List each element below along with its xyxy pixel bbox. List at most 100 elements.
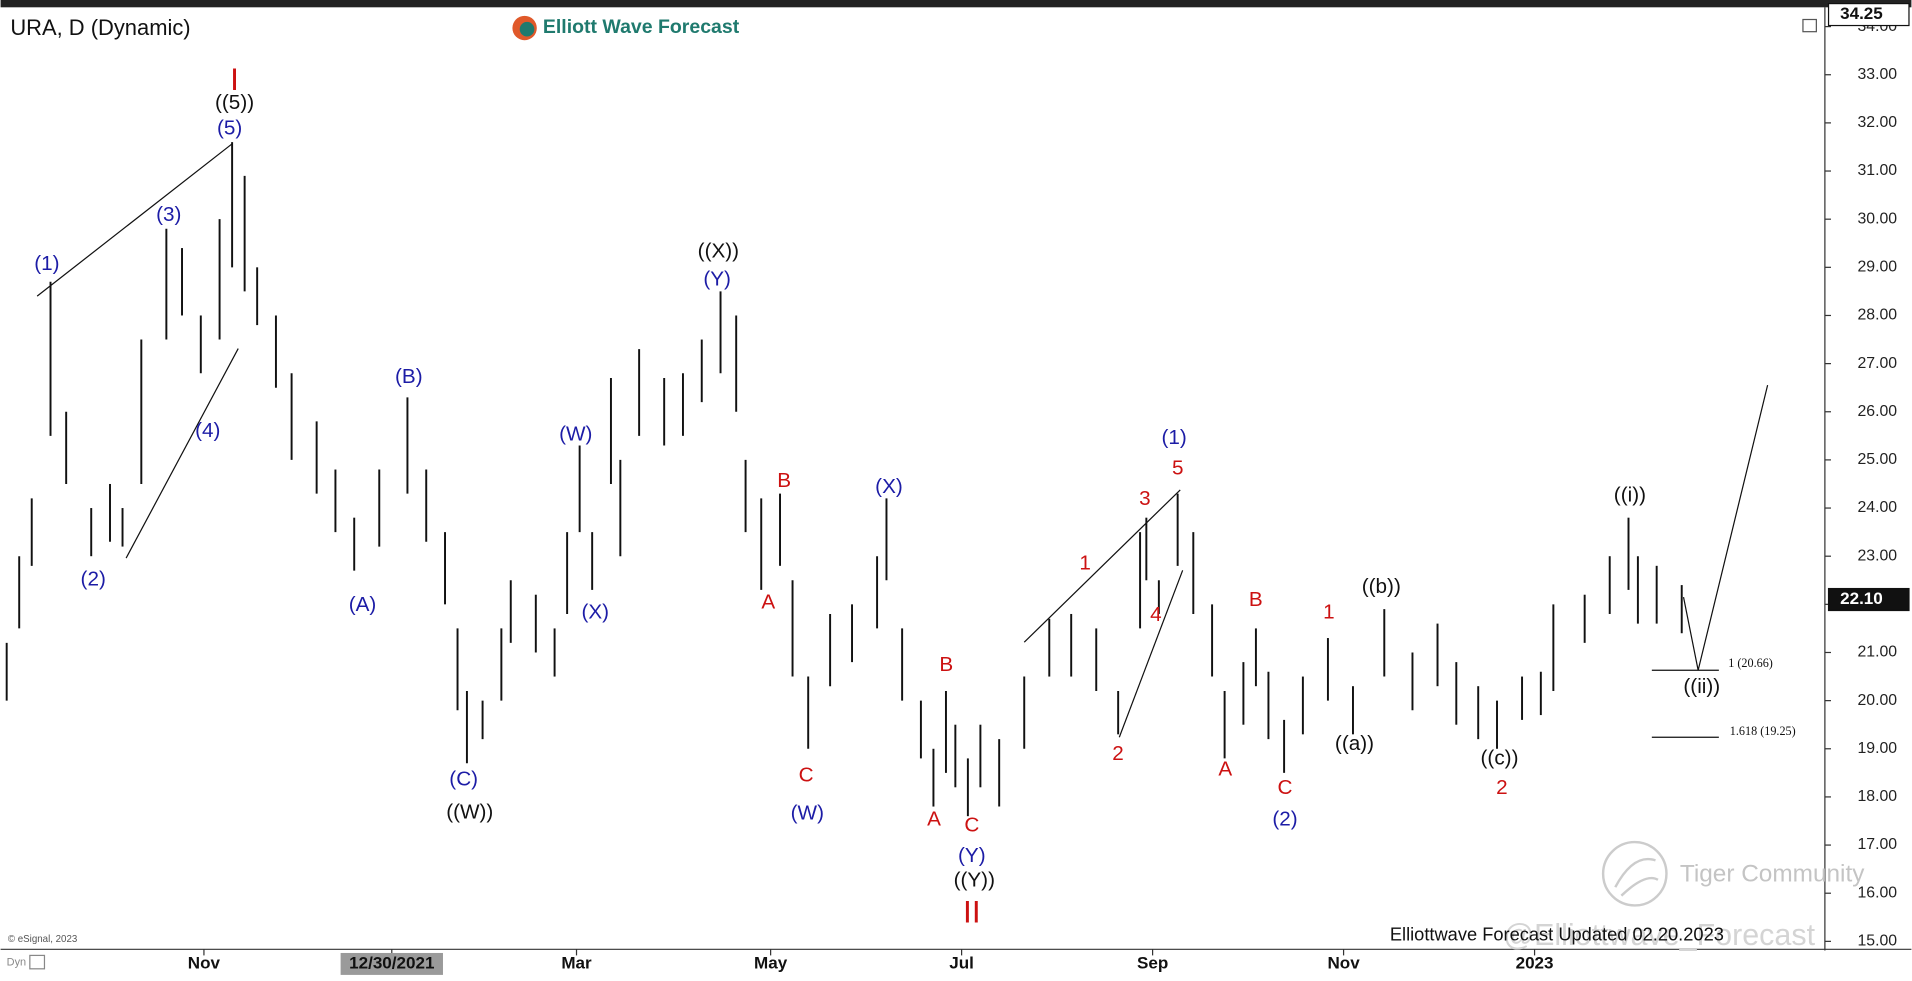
trend-line: [125, 348, 239, 559]
wave-label: (4): [195, 419, 220, 442]
wave-label: ((i)): [1614, 483, 1646, 506]
price-marker-label: 34.25: [1840, 4, 1883, 23]
y-tick-label: 24.00: [1857, 499, 1897, 516]
price-bars: [5, 142, 1683, 817]
y-tick-label: 18.00: [1857, 788, 1897, 805]
trend-line: [36, 143, 233, 297]
x-tick-highlight: [340, 952, 443, 975]
wave-label: (2): [81, 568, 106, 591]
logo-icon-inner: [519, 21, 535, 37]
y-tick-label: 27.00: [1857, 355, 1897, 372]
x-tick-label: 2023: [1516, 953, 1554, 972]
wave-label: 1: [1079, 552, 1091, 575]
wave-label: (C): [449, 767, 478, 790]
mode-icon[interactable]: [29, 954, 46, 970]
wave-label: (5): [217, 117, 242, 140]
wave-label: 1: [1323, 600, 1335, 623]
wave-label: A: [1218, 758, 1232, 781]
wave-label: 5: [1172, 457, 1184, 480]
mode-label: Dyn: [7, 957, 26, 969]
y-tick-label: 15.00: [1857, 933, 1897, 950]
x-tick-label: Nov: [188, 953, 221, 972]
wave-label: ((ii)): [1683, 675, 1720, 698]
top-bar: [0, 0, 1912, 8]
wave-label: 2: [1112, 742, 1124, 765]
chart-title: URA, D (Dynamic): [10, 15, 190, 40]
x-tick-label: Jul: [949, 953, 974, 972]
price-marker-box: [1827, 587, 1910, 612]
wave-label: (3): [156, 203, 181, 226]
wave-label: (Y): [958, 844, 986, 867]
wave-label: ((X)): [698, 240, 739, 263]
wave-label: I: [230, 61, 239, 97]
watermark-text: Tiger Community: [1680, 860, 1865, 887]
y-tick-label: 31.00: [1857, 162, 1897, 179]
wave-label: (2): [1272, 808, 1297, 831]
wave-labels: I((5)) (5) (1) (2) (3) (4) (A) (B) (C) ((W)) (W) (X…: [34, 61, 1795, 929]
wave-label: ((W)): [446, 800, 493, 823]
fib-label: 1.618 (19.25): [1730, 724, 1796, 738]
trend-line: [1023, 489, 1181, 643]
watermark-icon-stroke: [1614, 857, 1659, 897]
y-tick-label: 19.00: [1857, 740, 1897, 757]
fib-label: 1 (20.66): [1728, 656, 1773, 670]
wave-label: B: [777, 469, 791, 492]
trend-line: [1118, 570, 1184, 738]
watermark-icon: [1601, 840, 1668, 907]
watermark-text: @Elliottwave_Forecast: [1503, 918, 1815, 952]
y-tick-label: 29.00: [1857, 259, 1897, 276]
x-tick-label: 12/30/2021: [349, 953, 434, 972]
y-tick-label: 23.00: [1857, 547, 1897, 564]
wave-label: (X): [875, 475, 903, 498]
y-tick-label: 32.00: [1857, 114, 1897, 131]
wave-label: (1): [34, 252, 59, 275]
x-tick-label: Nov: [1327, 953, 1360, 972]
wave-label: B: [1249, 588, 1263, 611]
watermark: Tiger Community @Elliottwave_Forecast: [1503, 840, 1865, 952]
wave-label: (W): [791, 802, 824, 825]
copyright: © eSignal, 2023: [8, 934, 77, 945]
wave-label: 3: [1139, 487, 1151, 510]
price-marker-label: 22.10: [1840, 589, 1883, 608]
y-tick-label: 25.00: [1857, 451, 1897, 468]
y-tick-label: 26.00: [1857, 403, 1897, 420]
x-tick-label: Sep: [1137, 953, 1168, 972]
window-icon[interactable]: [1802, 18, 1817, 33]
logo: Elliott Wave Forecast: [512, 15, 740, 41]
x-tick-label: Mar: [561, 953, 592, 972]
wave-label: B: [939, 653, 953, 676]
y-tick-label: 33.00: [1857, 66, 1897, 83]
wave-label: A: [761, 591, 775, 614]
price-marker-box: [1827, 2, 1910, 27]
wave-label: ((a)): [1335, 732, 1374, 755]
wave-label: 4: [1150, 603, 1162, 626]
wave-label: (W): [559, 423, 592, 446]
logo-text: Elliott Wave Forecast: [543, 16, 740, 38]
x-tick-label: May: [754, 953, 788, 972]
y-tick-label: 21.00: [1857, 644, 1897, 661]
wave-label: C: [964, 814, 979, 837]
wave-label: ((c)): [1481, 747, 1519, 770]
wave-label: (B): [395, 365, 423, 388]
wave-label: ((5)): [215, 91, 254, 114]
wave-label: (Y): [703, 268, 731, 291]
y-tick-label: 17.00: [1857, 836, 1897, 853]
y-tick-label: 30.00: [1857, 210, 1897, 227]
y-tick-label: 28.00: [1857, 307, 1897, 324]
y-tick-label: 16.00: [1857, 884, 1897, 901]
wave-lines: [36, 143, 1769, 738]
wave-label: (1): [1161, 426, 1186, 449]
wave-label: C: [1278, 776, 1293, 799]
update-note: Elliottwave Forecast Updated 02.20.2023: [1390, 924, 1724, 945]
wave-label: A: [927, 808, 941, 831]
wave-label: (X): [581, 600, 609, 623]
wave-label: ((b)): [1362, 575, 1401, 598]
wave-label: ((Y)): [954, 869, 995, 892]
wave-label: II: [963, 893, 981, 929]
wave-label: 2: [1496, 776, 1508, 799]
wave-label: (A): [349, 593, 377, 616]
wave-label: C: [799, 764, 814, 787]
